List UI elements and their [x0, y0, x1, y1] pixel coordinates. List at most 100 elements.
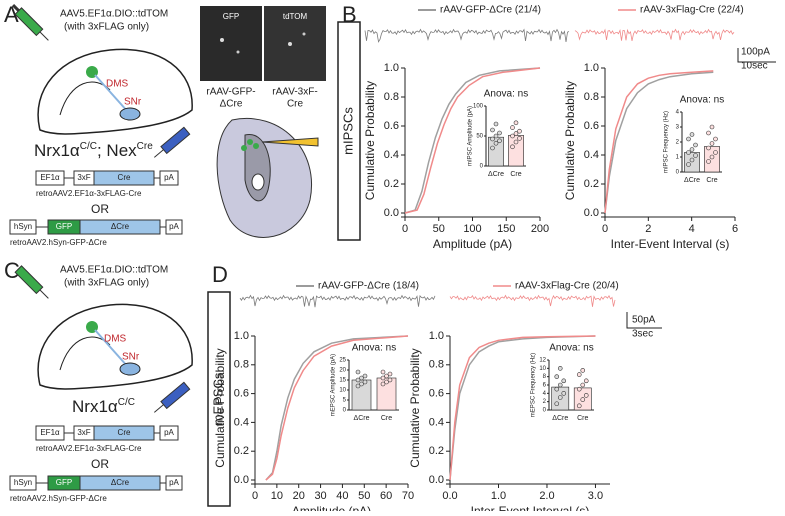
construct-part: GFP: [56, 478, 72, 487]
x-tick-label: 0.0: [442, 490, 457, 502]
construct-part: hSyn: [14, 222, 32, 231]
data-point: [693, 153, 698, 158]
data-point: [709, 154, 715, 160]
genotype-sup: Cre: [137, 141, 154, 152]
legend-label: rAAV-GFP-ΔCre (21/4): [440, 5, 541, 16]
construct: EF1α 3xF Cre pA retroAAV2.EF1α-3xFLAG-Cr…: [35, 425, 179, 453]
construct-part: pA: [164, 173, 174, 182]
construct-part: ΔCre: [111, 478, 130, 487]
data-point: [493, 121, 499, 127]
y-tick-label: 0: [543, 408, 547, 414]
data-point: [490, 136, 495, 142]
data-point: [380, 375, 386, 381]
data-point: [580, 397, 586, 402]
y-tick-label: 0.2: [234, 445, 249, 457]
y-tick-label: 0.2: [429, 445, 444, 457]
construct-part: pA: [164, 428, 174, 437]
data-point: [713, 136, 718, 142]
data-point: [561, 378, 567, 384]
virus: AAV5.EF1α.DIO::tdTOM: [60, 9, 168, 20]
y-tick-label: 1.0: [584, 62, 599, 74]
x-tick-label: 0: [252, 490, 258, 502]
cumulative-line: [604, 71, 714, 214]
x-tick-label: 50: [358, 490, 370, 502]
construct-name: retroAAV2.hSyn-GFP-ΔCre: [10, 238, 107, 247]
genotype: Nrx1αC/C: [72, 397, 135, 417]
projection: [94, 74, 129, 113]
data-point: [513, 139, 519, 145]
scale-label: 50pA: [632, 315, 656, 326]
y-axis-label: mEPSC Amplitude (pA): [331, 354, 337, 416]
annotation: Anova: ns: [352, 343, 396, 354]
y-axis-label: Cumulative Probability: [563, 81, 577, 200]
data-point: [355, 377, 361, 383]
y-tick-label: 0: [676, 170, 680, 176]
scale-label: 3sec: [632, 329, 653, 340]
data-point: [686, 150, 691, 155]
data-point: [497, 138, 502, 144]
y-tick-label: 0: [343, 408, 347, 414]
data-point: [576, 403, 582, 409]
construct-part: hSyn: [14, 478, 32, 487]
image-caption: ΔCre: [220, 99, 243, 110]
data-point: [686, 162, 691, 167]
data-point: [693, 142, 698, 148]
data-point: [510, 125, 515, 130]
syringe: [153, 381, 191, 413]
data-point: [557, 366, 563, 371]
y-tick-label: 5: [343, 398, 347, 404]
region: DMS: [106, 79, 129, 90]
data-point: [513, 120, 519, 126]
x-tick-label: 20: [293, 490, 305, 502]
x-tick-label: 40: [336, 490, 348, 502]
annotation: Anova: ns: [680, 95, 724, 106]
y-tick-label: 3: [676, 125, 680, 131]
y-tick-label: 12: [539, 358, 546, 364]
panel-label: B: [342, 2, 357, 27]
data-point: [561, 391, 567, 396]
data-point: [557, 382, 563, 388]
data-point: [493, 140, 499, 146]
x-tick-label: Cre: [577, 415, 588, 422]
y-tick-label: 0.4: [584, 149, 599, 161]
annotation: Anova: ns: [484, 89, 528, 100]
image-caption: Cre: [287, 99, 304, 110]
construct-part: EF1α: [40, 428, 60, 437]
data-point: [557, 395, 563, 400]
genotype-sup: C/C: [118, 397, 135, 408]
data-point: [576, 386, 582, 392]
data-point: [387, 371, 393, 377]
recording-box: [337, 21, 361, 241]
data-point: [517, 136, 522, 141]
data-point: [580, 382, 586, 388]
cumulative-line: [449, 335, 596, 481]
x-tick-label: 100: [463, 223, 481, 235]
y-tick-label: 4: [676, 110, 680, 116]
x-axis-label: Inter-Event Interval (s): [611, 237, 730, 251]
image-caption: rAAV-GFP-: [206, 87, 255, 98]
data-point: [493, 133, 499, 139]
micrograph: [264, 6, 326, 81]
data-point: [497, 130, 502, 136]
data-point: [362, 373, 368, 379]
image-label: GFP: [223, 12, 239, 21]
construct-part: Cre: [118, 428, 131, 437]
syringe: [11, 3, 49, 41]
scale-label: 100pA: [741, 47, 770, 58]
y-tick-label: 0.4: [384, 149, 399, 161]
data-point: [686, 136, 691, 142]
panel-c: AAV5.EF1α.DIO::tdTOM (with 3xFLAG only) …: [9, 265, 193, 503]
virus-note: (with 3xFLAG only): [64, 22, 149, 33]
y-tick-label: 15: [339, 378, 346, 384]
cumulative-line: [404, 67, 541, 214]
y-tick-label: 0.4: [429, 416, 444, 428]
scale-label: 10sec: [741, 61, 768, 72]
y-tick-label: 0.2: [584, 178, 599, 190]
data-point: [380, 369, 386, 375]
y-tick-label: 0.0: [584, 207, 599, 219]
y-tick-label: 50: [476, 134, 483, 140]
data-point: [380, 381, 386, 387]
data-point: [510, 144, 515, 150]
construct-part: 3xF: [77, 173, 90, 182]
